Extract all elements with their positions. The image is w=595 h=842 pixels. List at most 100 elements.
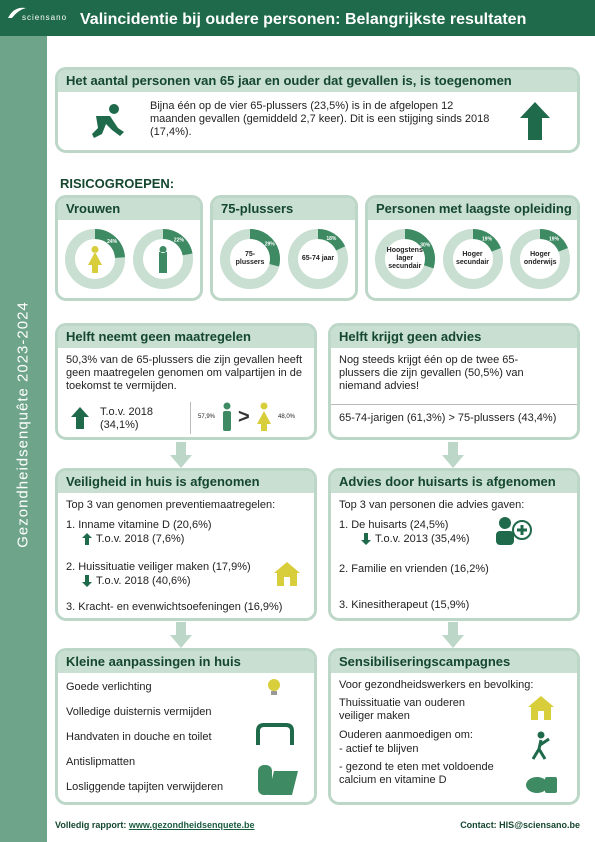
header-bar: sciensano Valincidentie bij oudere perso… [0, 0, 595, 36]
list-item: 3. Kinesitherapeut (15,9%) [339, 599, 470, 611]
risk-box: Personen met laagste opleiding 30% Hoogste… [365, 195, 580, 301]
section-title: Veiligheid in huis is afgenomen [58, 471, 314, 493]
polygon [361, 533, 371, 545]
increase-icon [71, 407, 89, 429]
circle [499, 517, 511, 529]
list-item: Goede verlichting [66, 681, 152, 693]
logo-icon [8, 7, 26, 18]
list-item: - actief te blijven [339, 743, 419, 755]
donut-label: 75-plussers [235, 251, 265, 266]
list-intro: Top 3 van personen die advies gaven: [339, 499, 525, 511]
section-title: Advies door huisarts is afgenomen [331, 471, 577, 493]
flow-arrow [170, 442, 192, 468]
comparison-sign: > [238, 406, 250, 428]
donut-chart: 24% [65, 229, 125, 289]
polygon [268, 771, 298, 795]
advice-box: Helft krijgt geen advies Nog steeds krij… [328, 323, 580, 440]
risk-title: 75-plussers [213, 198, 355, 220]
risk-title: Personen met laagste opleiding [368, 198, 577, 220]
report-link[interactable]: www.gezondheidsenquete.be [128, 820, 255, 830]
donut-label: Hoogstens lager secundair [386, 247, 423, 270]
rect [223, 411, 231, 431]
donut: 30% Hoogstens lager secundair [374, 228, 436, 290]
polygon [71, 407, 89, 429]
list-intro: Voor gezondheidswerkers en bevolking: [339, 679, 534, 691]
list-item: 2. Huissituatie veiliger maken (17,9%) [66, 561, 251, 573]
man-icon [159, 246, 167, 273]
circle [537, 731, 545, 739]
gp-box: Advies door huisarts is afgenomen Top 3 … [328, 468, 580, 621]
circle [109, 104, 119, 114]
polygon [82, 533, 92, 545]
list-item: Antislipmatten [66, 756, 136, 768]
polygon [82, 575, 92, 587]
list-item: Thuissituatie van ouderen veiliger maken [339, 697, 465, 722]
donut-label: Hoger secundair [455, 251, 490, 266]
intro-text: Bijna één op de vier 65-plussers (23,5%)… [150, 100, 490, 138]
house-icon [274, 562, 300, 586]
rug-icon [258, 765, 298, 795]
flow-arrow [170, 622, 192, 648]
list-trend: T.o.v. 2018 (7,6%) [96, 533, 185, 545]
doctor-icon [496, 517, 532, 545]
donut-chart: 18% [288, 229, 348, 289]
donut-arc [65, 229, 125, 289]
sidebar: Gezondheidsenquête 2023-2024 [0, 36, 47, 842]
donut-chart: 30% [374, 229, 435, 289]
list-trend: T.o.v. 2018 (40,6%) [96, 575, 191, 587]
section-title: Sensibiliseringscampagnes [331, 651, 577, 673]
men-value: 57,9% [198, 414, 216, 420]
footer-contact[interactable]: Contact: HIS@sciensano.be [460, 820, 580, 830]
footer-report: Volledig rapport: www.gezondheidsenquete… [55, 820, 255, 830]
rect [258, 765, 272, 795]
divider [190, 402, 191, 434]
donut-value: 24% [107, 239, 118, 245]
ellipse [526, 777, 548, 793]
house-icon [528, 696, 554, 720]
donut: 24% [64, 228, 126, 290]
polygon [274, 562, 300, 573]
donut-arc [288, 229, 348, 289]
logo: sciensano [22, 13, 68, 22]
intro-box: Het aantal personen van 65 jaar en ouder… [55, 67, 580, 153]
donut: 19% Hoger secundair [442, 228, 504, 290]
donut-chart: 22% [133, 229, 193, 289]
list-item: Ouderen aanmoedigen om: [339, 729, 473, 741]
list-item: 3. Kracht- en evenwichtsoefeningen (16,9… [66, 601, 283, 613]
list-item: 1. Inname vitamine D (20,6%) [66, 519, 212, 531]
advice-comparison: 65-74-jarigen (61,3%) > 75-plussers (43,… [339, 412, 557, 424]
donut-arc [374, 229, 435, 289]
flow-arrow [442, 622, 464, 648]
rect [538, 711, 544, 720]
donut-arc [133, 229, 193, 289]
donut: 19% Hoger onderwijs [509, 228, 571, 290]
footer-label: Volledig rapport: [55, 820, 127, 830]
handle-icon [256, 723, 294, 745]
risk-box: Vrouwen 24% 22% [55, 195, 203, 301]
safety-box: Veiligheid in huis is afgenomen Top 3 va… [55, 468, 317, 621]
rect [271, 691, 277, 695]
decrease-icon [82, 575, 92, 587]
measures-box: Helft neemt geen maatregelen 50,3% van d… [55, 323, 317, 440]
women-value: 48,0% [278, 414, 296, 420]
donut-value: 19% [482, 236, 493, 242]
list-item: Volledige duisternis vermijden [66, 706, 212, 718]
donut-label: Hoger onderwijs [523, 251, 557, 266]
rect [284, 577, 290, 586]
donut-chart: 29% [220, 229, 280, 289]
risk-title: Vrouwen [58, 198, 200, 220]
donut-value: 19% [549, 236, 560, 242]
donut-label: 65-74 jaar [301, 255, 335, 262]
woman-icon [88, 246, 102, 273]
increase-icon [82, 533, 92, 545]
path [531, 737, 550, 760]
donut: 18% 65-74 jaar [287, 228, 349, 290]
list-trend: T.o.v. 2013 (35,4%) [375, 533, 470, 545]
active-icon [531, 731, 550, 760]
section-title: Het aantal personen van 65 jaar en ouder… [58, 70, 577, 92]
man-icon [223, 402, 231, 431]
list-item: Handvaten in douche en toilet [66, 731, 212, 743]
list-item: Losliggende tapijten verwijderen [66, 781, 224, 793]
polygon [520, 102, 550, 140]
